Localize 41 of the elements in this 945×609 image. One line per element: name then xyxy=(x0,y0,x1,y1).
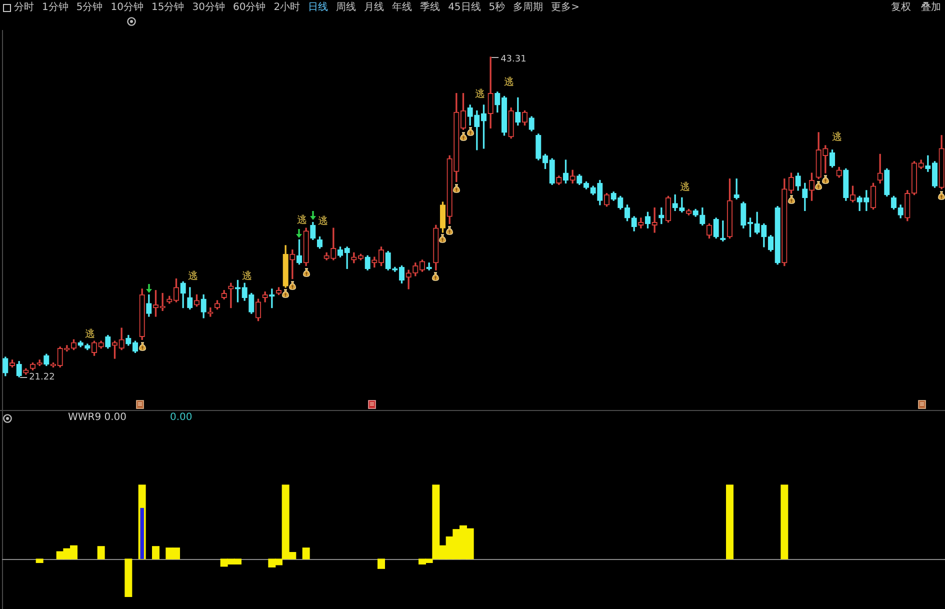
text: 分时 xyxy=(14,2,34,14)
text: 日线 xyxy=(308,2,328,14)
text: 年线 xyxy=(392,2,412,14)
text: WWR9 0.00 xyxy=(68,412,127,423)
bar xyxy=(378,558,385,569)
text: 5秒 xyxy=(488,2,506,14)
text: 2小时 xyxy=(274,2,300,14)
bar xyxy=(152,546,160,560)
annotation: 21.22 xyxy=(29,372,55,382)
text: 15分钟 xyxy=(151,2,184,14)
text: 更多> xyxy=(551,2,580,14)
text: 多周期 xyxy=(513,2,544,14)
annotation: 逃 xyxy=(318,216,328,227)
annotation: 43.31 xyxy=(500,54,526,64)
text: 1分钟 xyxy=(42,2,68,14)
annotation: 逃 xyxy=(242,271,252,282)
text: 10分钟 xyxy=(110,2,144,14)
bar xyxy=(124,558,132,598)
text: 0.00 xyxy=(170,412,192,423)
annotation: 逃 xyxy=(504,77,514,88)
bar xyxy=(780,484,788,560)
text: 30分钟 xyxy=(192,2,225,14)
annotation: 逃 xyxy=(475,89,485,100)
text: 月线 xyxy=(364,2,384,14)
bar xyxy=(36,558,44,563)
annotation: 逃 xyxy=(188,271,198,282)
annotation: 逃 xyxy=(297,215,307,226)
text: 季线 xyxy=(420,2,440,14)
text: 45日线 xyxy=(448,2,481,14)
text: 叠加 xyxy=(921,2,941,14)
bar xyxy=(302,548,310,560)
annotation: 逃 xyxy=(832,132,842,143)
bar xyxy=(97,546,105,560)
annotation: 逃 xyxy=(85,329,95,340)
bar xyxy=(140,508,144,559)
text: 5分钟 xyxy=(76,2,103,14)
text: 复权 xyxy=(891,2,911,14)
text: 周线 xyxy=(336,2,356,14)
bar xyxy=(726,484,734,560)
text: 60分钟 xyxy=(232,2,266,14)
annotation: 逃 xyxy=(680,182,690,193)
